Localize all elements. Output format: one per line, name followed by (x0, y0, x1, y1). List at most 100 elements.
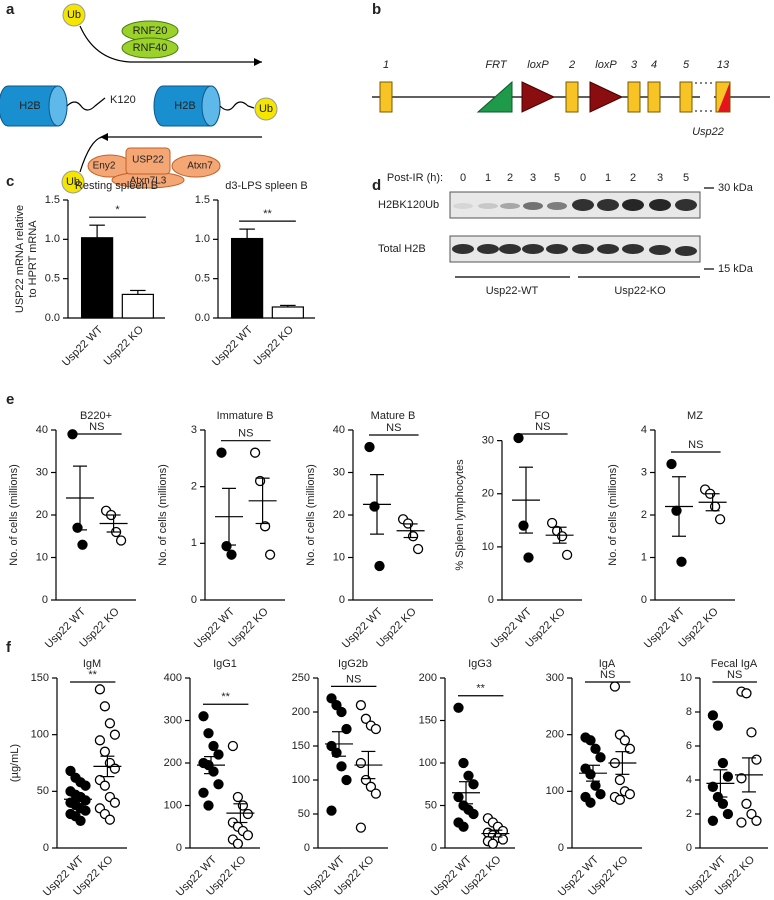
data-point (109, 797, 121, 808)
band (622, 244, 644, 254)
y-tick-label: 1.0 (45, 233, 60, 245)
band (477, 244, 499, 254)
chart-title: IgM (83, 658, 101, 670)
panel-label: e (6, 391, 14, 408)
data-point (213, 779, 224, 790)
diagram-b: 1 FRT loxP 2 loxP 3 4 5 13 Usp22 (372, 59, 770, 138)
data-point (468, 808, 479, 820)
label: RNF20 (133, 25, 168, 37)
data-point (237, 800, 249, 811)
timepoint: 5 (554, 172, 560, 184)
y-tick-label: 0 (42, 594, 48, 606)
panel-label: a (6, 1, 15, 18)
band (547, 202, 567, 210)
y-tick-label: 40 (333, 424, 345, 436)
band (675, 199, 697, 211)
data-point (355, 757, 367, 769)
data-point (468, 779, 479, 790)
row-label: H2BK120Ub (378, 199, 439, 211)
chart-title: Mature B (371, 410, 416, 422)
y-tick-label: 400 (164, 672, 182, 684)
y-tick-label: 0 (304, 842, 310, 854)
exon (565, 81, 579, 113)
y-axis-label: No. of cells (millions) (607, 464, 619, 565)
significance-label: NS (727, 669, 742, 681)
data-point (624, 789, 636, 800)
data-point (80, 805, 91, 816)
h2b-cap (48, 85, 68, 127)
chart: Immature BNo. of cells (millions)0123Usp… (157, 410, 285, 651)
timepoint: 3 (530, 172, 536, 184)
data-point (326, 693, 337, 704)
y-tick-label: 4 (641, 424, 647, 436)
y-tick-label: 0.5 (45, 273, 60, 285)
timepoint: 2 (507, 172, 513, 184)
significance-label: NS (238, 428, 253, 440)
group-label: Usp22-WT (486, 285, 539, 297)
significance-label: * (115, 204, 120, 216)
y-tick-label: 2 (641, 509, 647, 521)
frt (476, 80, 513, 113)
y-tick-label: 1.5 (195, 194, 210, 206)
y-tick-label: 150 (31, 672, 49, 684)
label: Ub (259, 103, 273, 115)
data-point (374, 560, 385, 572)
data-point (412, 543, 424, 555)
chart-title: IgG1 (213, 658, 237, 670)
data-point (198, 711, 209, 722)
data-point (198, 787, 209, 798)
arrow (79, 25, 262, 63)
significance-label: ** (221, 691, 230, 703)
significance-label: NS (89, 421, 104, 433)
data-point (751, 754, 762, 765)
label: Atxn7L3 (130, 176, 167, 187)
data-point (497, 834, 509, 845)
x-tick-label: Usp22 KO (252, 323, 297, 368)
rnf-ellipse (121, 37, 179, 59)
data-point (94, 684, 106, 695)
timepoint: 2 (630, 172, 636, 184)
gap (700, 85, 714, 109)
y-axis-label: (µg/mL) (9, 744, 21, 782)
data-point (232, 791, 244, 803)
significance-label: ** (88, 669, 97, 681)
y-tick-label: 150 (292, 740, 310, 752)
label: Atxn7 (187, 161, 213, 172)
exon (679, 81, 693, 113)
label: RNF40 (133, 42, 168, 54)
chart-title: IgG2b (338, 658, 368, 670)
significance-label: NS (688, 439, 703, 451)
bar (271, 306, 304, 319)
data-point (264, 549, 276, 560)
data-point (595, 752, 606, 763)
data-point (585, 797, 596, 808)
data-point (714, 514, 726, 525)
data-point (712, 720, 724, 731)
y-tick-label: 10 (333, 551, 345, 563)
data-point (546, 517, 558, 529)
y-tick-label: 8 (686, 706, 692, 718)
data-point (614, 774, 626, 786)
label: H2B (19, 100, 40, 112)
label: H2B (174, 100, 195, 112)
exon (627, 81, 641, 113)
band (452, 244, 474, 254)
data-point (370, 788, 382, 799)
y-tick-label: 0 (176, 842, 182, 854)
ub-circle (254, 97, 278, 121)
y-tick-label: 2 (686, 808, 692, 820)
label: loxP (527, 59, 549, 71)
loxp (521, 81, 556, 113)
gene-name: Usp22 (692, 126, 724, 138)
significance-label: ** (476, 683, 485, 695)
panel-label: b (372, 1, 381, 18)
axis-label: Post-IR (h): (387, 172, 443, 184)
y-tick-label: 0 (488, 594, 494, 606)
data-point (80, 795, 91, 806)
data-point (336, 761, 347, 772)
